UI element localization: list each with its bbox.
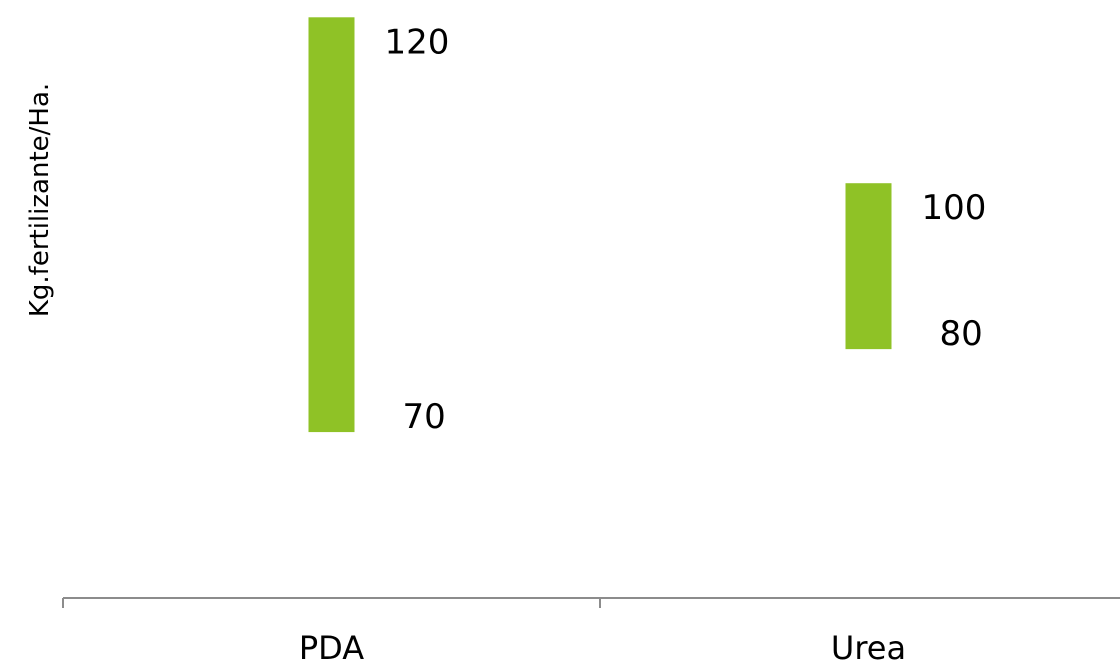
high-value-label: 120 xyxy=(385,22,450,62)
high-value-label: 100 xyxy=(922,188,987,228)
data-labels: 120 70 100 80 xyxy=(385,22,987,437)
x-tick-label-urea: Urea xyxy=(831,629,906,666)
x-tick-labels: PDA Urea xyxy=(299,629,906,666)
low-value-label: 70 xyxy=(403,397,446,437)
x-tick-label-pda: PDA xyxy=(299,629,364,666)
x-axis xyxy=(62,597,1120,608)
y-axis-title: Kg.fertilizante/Ha. xyxy=(25,83,55,317)
range-bar-pda xyxy=(308,17,355,433)
range-bar-urea xyxy=(845,183,892,350)
bars xyxy=(308,17,892,433)
low-value-label: 80 xyxy=(940,314,983,354)
